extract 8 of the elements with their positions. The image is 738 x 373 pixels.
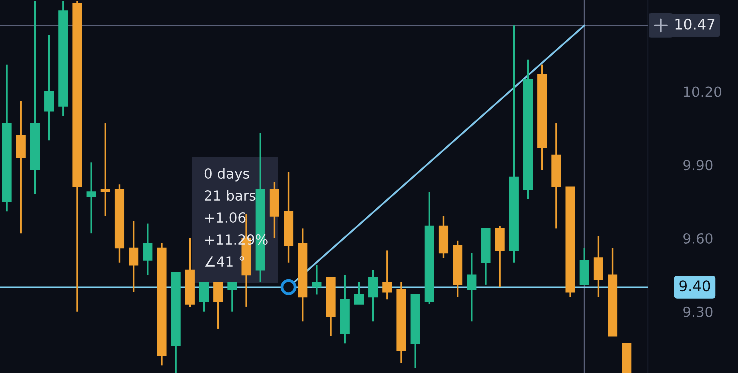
- y-tick-label: 10.20: [684, 86, 722, 98]
- annotation: 21 bars: [205, 190, 256, 202]
- y-tick-label: 9.90: [684, 160, 713, 171]
- y-tick-label: 9.60: [684, 233, 713, 244]
- y-tick-label: 9.30: [684, 306, 713, 318]
- annotation: 0 days: [204, 168, 250, 182]
- ref-line-label: 9.40: [680, 280, 710, 292]
- ref-line-label: 10.47: [676, 18, 715, 30]
